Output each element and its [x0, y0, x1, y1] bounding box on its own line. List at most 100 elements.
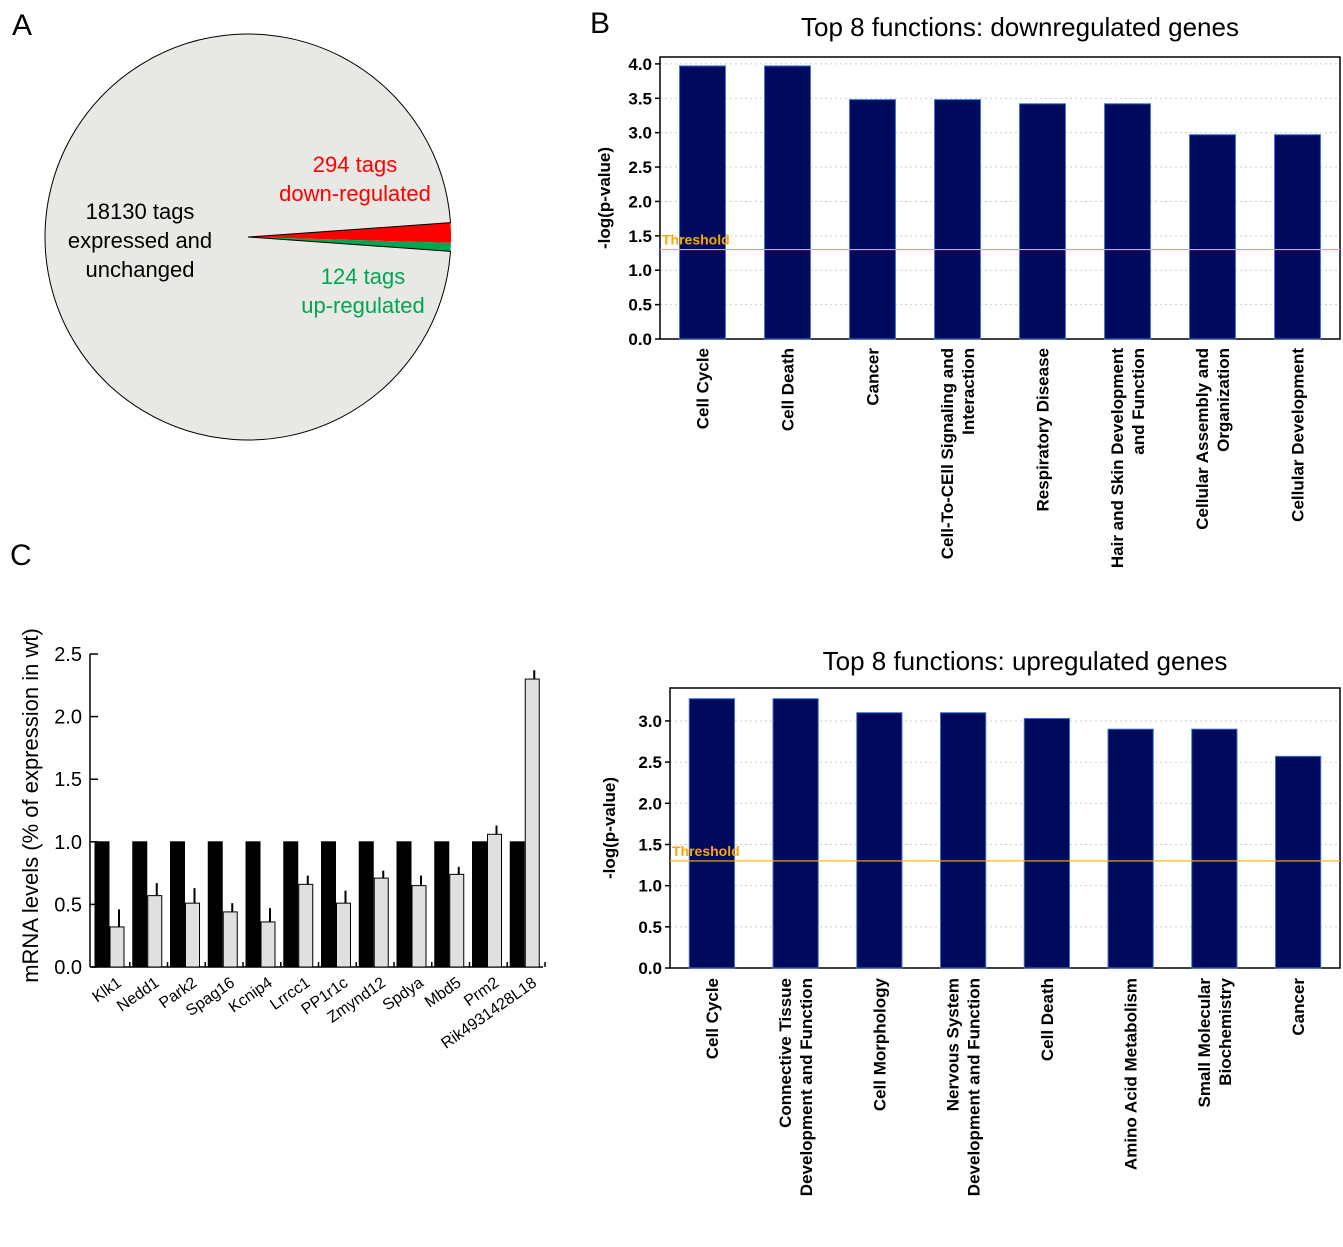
- panel-label-b: B: [590, 7, 610, 40]
- bar: [1275, 755, 1322, 969]
- y-tick-label: 2.0: [638, 794, 662, 813]
- bar: [849, 99, 896, 340]
- category-label: Cancer: [1289, 978, 1308, 1036]
- bar-wt: [321, 841, 336, 968]
- bar-mutant: [298, 883, 314, 968]
- pie-label-up-regulated: 124 tags up-regulated: [301, 264, 425, 318]
- bar: [1274, 134, 1321, 340]
- category-label: Interaction: [959, 348, 978, 435]
- bar-chart-downregulated: Top 8 functions: downregulated genes 0.0 0…: [595, 12, 1341, 568]
- y-tick-label: 1.0: [54, 832, 82, 854]
- bar-mutant: [147, 895, 163, 968]
- category-label: and Function: [1129, 348, 1148, 455]
- category-label: Development and Function: [965, 978, 984, 1196]
- y-tick-label: 0.5: [638, 918, 662, 937]
- category-label: Cancer: [864, 348, 883, 406]
- bar-mutant: [524, 678, 540, 968]
- y-tick-label: 2.5: [628, 158, 652, 177]
- bar-wt: [132, 841, 148, 968]
- bar: [1019, 103, 1066, 340]
- bar: [764, 65, 811, 340]
- bar: [1189, 134, 1236, 340]
- category-label: Nervous System: [944, 978, 963, 1111]
- threshold-label: Threshold: [672, 843, 740, 859]
- category-label: Cellular Development: [1289, 348, 1308, 522]
- y-tick-label: 1.5: [54, 769, 82, 791]
- bar-mutant: [185, 902, 200, 968]
- bar-wt: [170, 841, 185, 968]
- bar-mutant: [222, 911, 238, 968]
- bar: [934, 99, 981, 340]
- bar-chart-upregulated: Top 8 functions: upregulated genes 0.0 0.5…: [600, 646, 1341, 1196]
- y-tick-label: 0.5: [628, 296, 652, 315]
- category-label: Spdya: [380, 974, 427, 1014]
- bar-wt: [207, 841, 223, 968]
- pie-label-down-regulated: 294 tags down-regulated: [279, 152, 431, 206]
- y-axis-label: -log(p-value): [595, 147, 614, 249]
- bar: [1191, 728, 1238, 969]
- plot-frame: [659, 56, 1341, 340]
- category-label: Cell-To-CEll Signaling and: [938, 348, 957, 559]
- y-tick-label: 0.0: [628, 330, 652, 349]
- bar-mutant: [373, 877, 389, 968]
- y-tick-label: 2.5: [638, 753, 662, 772]
- bar-wt: [396, 841, 412, 968]
- y-tick-label: 0.0: [638, 959, 662, 978]
- category-label: Cell Cycle: [694, 348, 713, 429]
- category-label: Organization: [1214, 348, 1233, 452]
- bar: [1104, 103, 1151, 340]
- y-tick-label: 1.5: [628, 227, 652, 246]
- y-tick-label: 0.5: [54, 894, 82, 916]
- y-tick-label: 0.0: [54, 957, 82, 979]
- category-label: Amino Acid Metabolism: [1122, 978, 1141, 1170]
- y-axis-label: mRNA levels (% of expression in wt): [18, 628, 43, 983]
- bar-wt: [509, 841, 525, 968]
- y-tick-label: 3.0: [638, 712, 662, 731]
- bar: [940, 712, 987, 969]
- chart-title: Top 8 functions: upregulated genes: [823, 646, 1228, 676]
- category-label: Respiratory Disease: [1034, 348, 1053, 511]
- category-label: Development and Function: [797, 978, 816, 1196]
- category-label: Small Molecular: [1195, 978, 1214, 1108]
- bar: [856, 712, 903, 969]
- bar-wt: [283, 841, 299, 968]
- bar-mutant: [449, 873, 465, 968]
- chart-title: Top 8 functions: downregulated genes: [801, 12, 1239, 42]
- category-label: Biochemistry: [1216, 977, 1235, 1085]
- bar-mutant: [336, 902, 351, 968]
- y-tick-label: 2.5: [54, 644, 82, 666]
- category-label: Nedd1: [114, 974, 162, 1015]
- bar: [772, 698, 819, 969]
- bar-mutant: [411, 885, 427, 968]
- bar-mutant: [109, 926, 125, 968]
- bar-wt: [245, 841, 261, 968]
- bar: [1107, 728, 1154, 969]
- panel-label-c: C: [10, 539, 32, 572]
- pie-label-unchanged: 18130 tags expressed and unchanged: [68, 199, 212, 282]
- category-label: Cell Cycle: [703, 978, 722, 1059]
- panel-label-a: A: [12, 9, 32, 42]
- y-tick-label: 4.0: [628, 55, 652, 74]
- threshold-label: Threshold: [662, 232, 730, 248]
- pie-slice-unchanged: [44, 33, 452, 441]
- y-tick-label: 2.0: [54, 707, 82, 729]
- category-label: Kcnip4: [226, 974, 276, 1016]
- plot-frame: [669, 687, 1341, 969]
- y-tick-label: 3.5: [628, 89, 652, 108]
- bar-wt: [434, 841, 450, 968]
- category-label: Cell Death: [779, 348, 798, 431]
- pie-slice-down-regulated: [248, 222, 451, 243]
- y-tick-label: 1.0: [628, 261, 652, 280]
- y-axis-label: -log(p-value): [600, 777, 619, 879]
- pie-chart: 18130 tags expressed and unchanged 294 tags…: [44, 33, 452, 441]
- category-label: Cell Death: [1038, 978, 1057, 1061]
- category-label: Cellular Assembly and: [1193, 348, 1212, 530]
- category-label: Cell Morphology: [870, 977, 889, 1111]
- y-tick-label: 1.5: [638, 835, 662, 854]
- bar: [679, 65, 726, 340]
- category-label: Connective Tissue: [776, 978, 795, 1128]
- y-tick-label: 1.0: [638, 877, 662, 896]
- bar-wt: [472, 841, 487, 968]
- category-label: Hair and Skin Development: [1108, 348, 1127, 568]
